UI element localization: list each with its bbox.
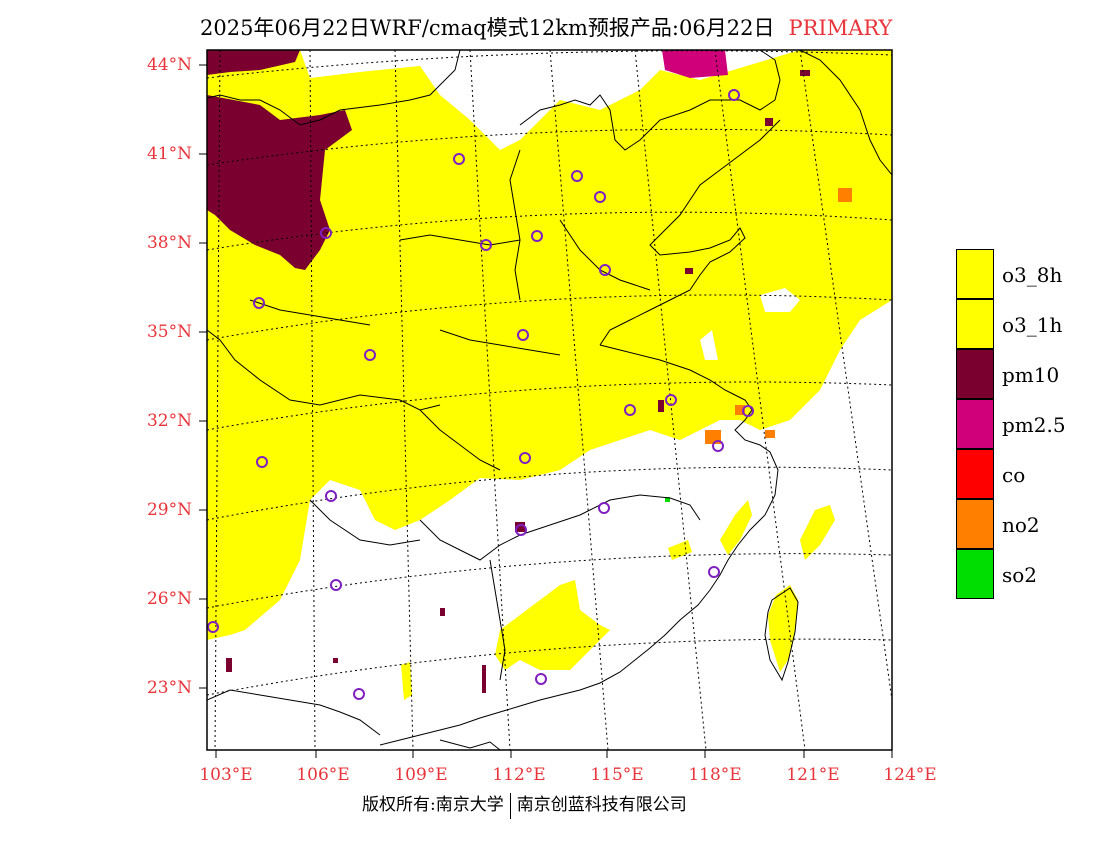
lon-label: 112°E [492, 765, 546, 785]
company-text: 南京创蓝科技有限公司 [516, 795, 687, 815]
legend-label: o3_1h [1002, 313, 1063, 337]
lat-label: 29°N [146, 500, 192, 520]
lat-label: 26°N [146, 589, 192, 609]
copyright-text: 版权所有:南京大学 [362, 795, 504, 815]
lon-label: 124°E [883, 765, 937, 785]
legend-label: o3_8h [1002, 263, 1063, 287]
lat-label: 41°N [146, 144, 192, 164]
lon-label: 121°E [786, 765, 840, 785]
primary-tag: PRIMARY [788, 16, 893, 40]
legend-label: pm10 [1002, 363, 1060, 387]
o3-area-taiwan [768, 585, 798, 672]
lon-label: 103°E [199, 765, 253, 785]
o3-area-small [668, 540, 692, 560]
legend-swatch [956, 549, 994, 599]
lon-label: 109°E [394, 765, 448, 785]
lat-label: 32°N [146, 411, 192, 431]
pm10-area-northwest [207, 95, 352, 270]
o3-area-main [207, 50, 892, 640]
lat-label: 38°N [146, 233, 192, 253]
legend-swatch [956, 449, 994, 499]
legend-swatch [956, 499, 994, 549]
legend-swatch [956, 299, 994, 349]
legend-swatch [956, 249, 994, 299]
map-title-text: 2025年06月22日WRF/cmaq模式12km预报产品:06月22日 [200, 16, 775, 40]
legend-label: so2 [1002, 563, 1038, 587]
lat-label: 44°N [146, 55, 192, 75]
map-title: 2025年06月22日WRF/cmaq模式12km预报产品:06月22日 PRIM… [200, 12, 892, 42]
footer-credits: 版权所有:南京大学 南京创蓝科技有限公司 [362, 790, 687, 819]
o3-area-fujian [720, 500, 752, 555]
o3-area-east-sea [800, 505, 835, 560]
footer-divider [509, 792, 511, 819]
lon-label: 118°E [688, 765, 742, 785]
lat-label: 23°N [146, 678, 192, 698]
legend-swatch [956, 349, 994, 399]
lat-label: 35°N [146, 322, 192, 342]
legend-swatch [956, 399, 994, 449]
legend-label: pm2.5 [1002, 413, 1066, 437]
lon-label: 115°E [590, 765, 644, 785]
lon-label: 106°E [296, 765, 350, 785]
legend-label: no2 [1002, 513, 1040, 537]
o3-area-guangdong [495, 580, 610, 670]
legend-label: co [1002, 463, 1026, 487]
